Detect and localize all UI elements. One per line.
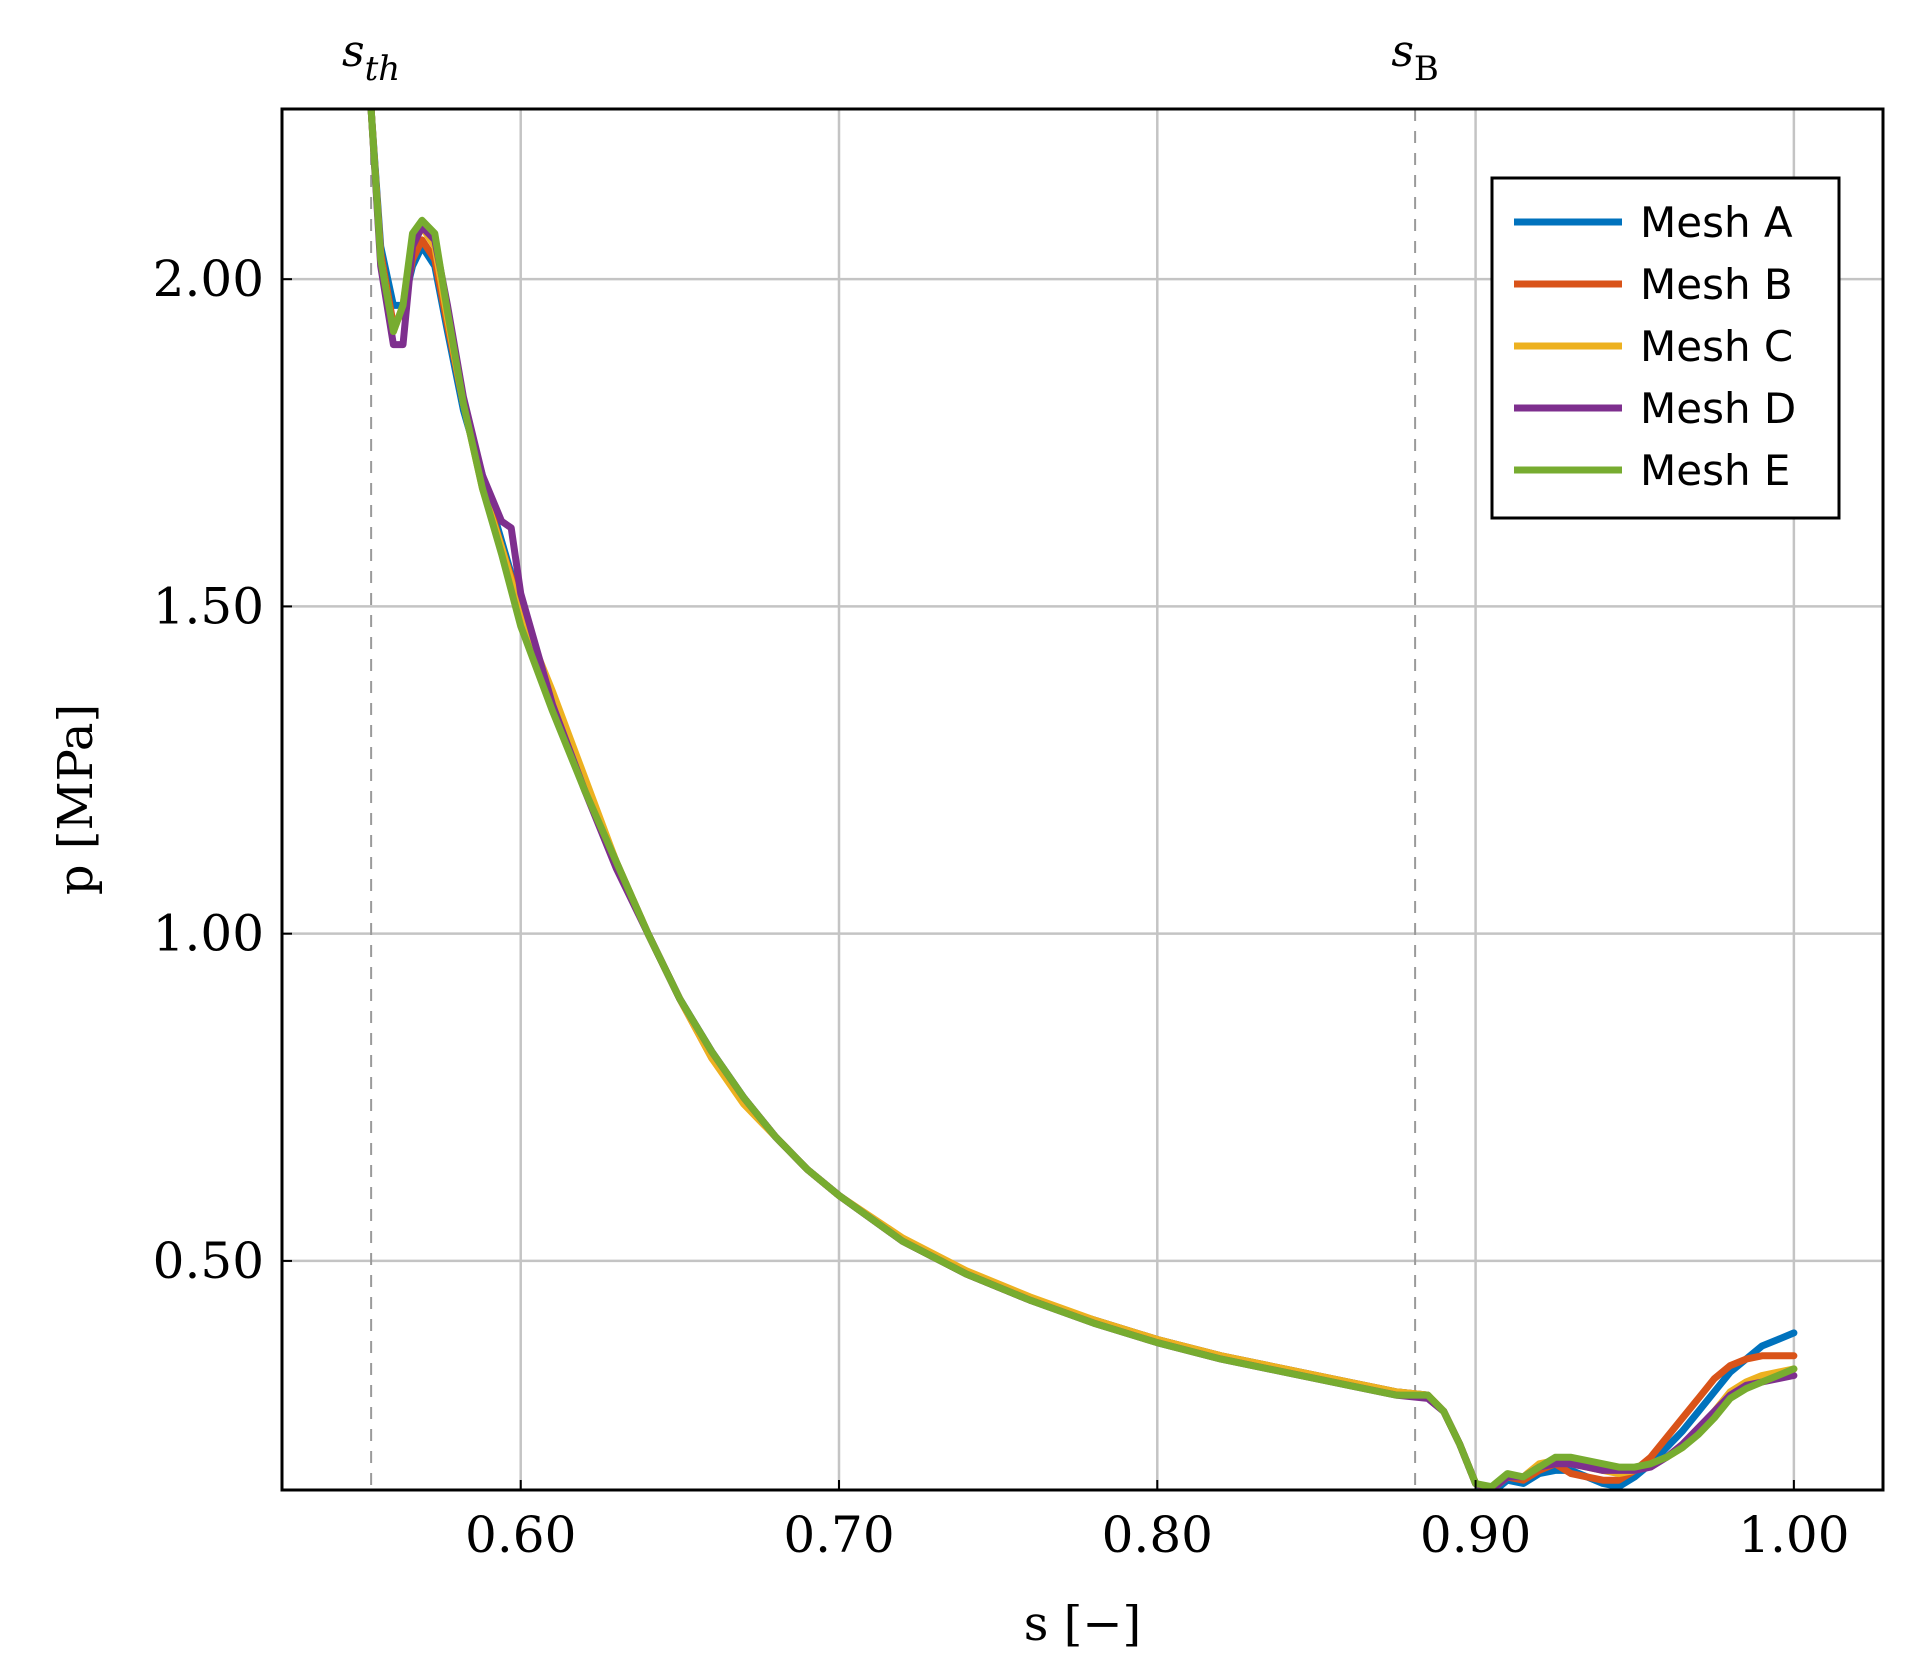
legend-entry-label: Mesh C <box>1640 322 1793 371</box>
y-tick-label: 2.00 <box>153 250 264 308</box>
legend-entry-label: Mesh B <box>1640 260 1793 309</box>
y-tick-label: 1.50 <box>153 577 264 635</box>
marker-label: sB <box>1391 26 1439 89</box>
data-series <box>367 109 1798 1490</box>
x-tick-label: 0.70 <box>783 1506 894 1564</box>
legend-entry-label: Mesh E <box>1640 446 1790 495</box>
tick-labels: 0.60 0.70 0.80 0.90 1.00 0.50 1.00 1.50 2.00 <box>153 250 1850 1564</box>
x-tick-label: 1.00 <box>1738 1506 1849 1564</box>
y-tick-label: 0.50 <box>153 1232 264 1290</box>
y-axis-label: p [MPa] <box>48 704 104 895</box>
x-axis-label: s [−] <box>1024 1596 1142 1652</box>
legend-entry-label: Mesh D <box>1640 384 1796 433</box>
reference-markers: sth sB <box>342 26 1439 1490</box>
x-tick-label: 0.80 <box>1102 1506 1213 1564</box>
plot-frame <box>280 107 1885 1492</box>
marker-label: sth <box>342 26 400 89</box>
x-tick-label: 0.60 <box>465 1506 576 1564</box>
y-tick-label: 1.00 <box>153 905 264 963</box>
x-tick-label: 0.90 <box>1420 1506 1531 1564</box>
legend-entry-label: Mesh A <box>1640 198 1793 247</box>
legend: Mesh A Mesh B Mesh C Mesh D Mesh E <box>1490 176 1841 520</box>
series-line-mesh-e <box>367 109 1798 1490</box>
